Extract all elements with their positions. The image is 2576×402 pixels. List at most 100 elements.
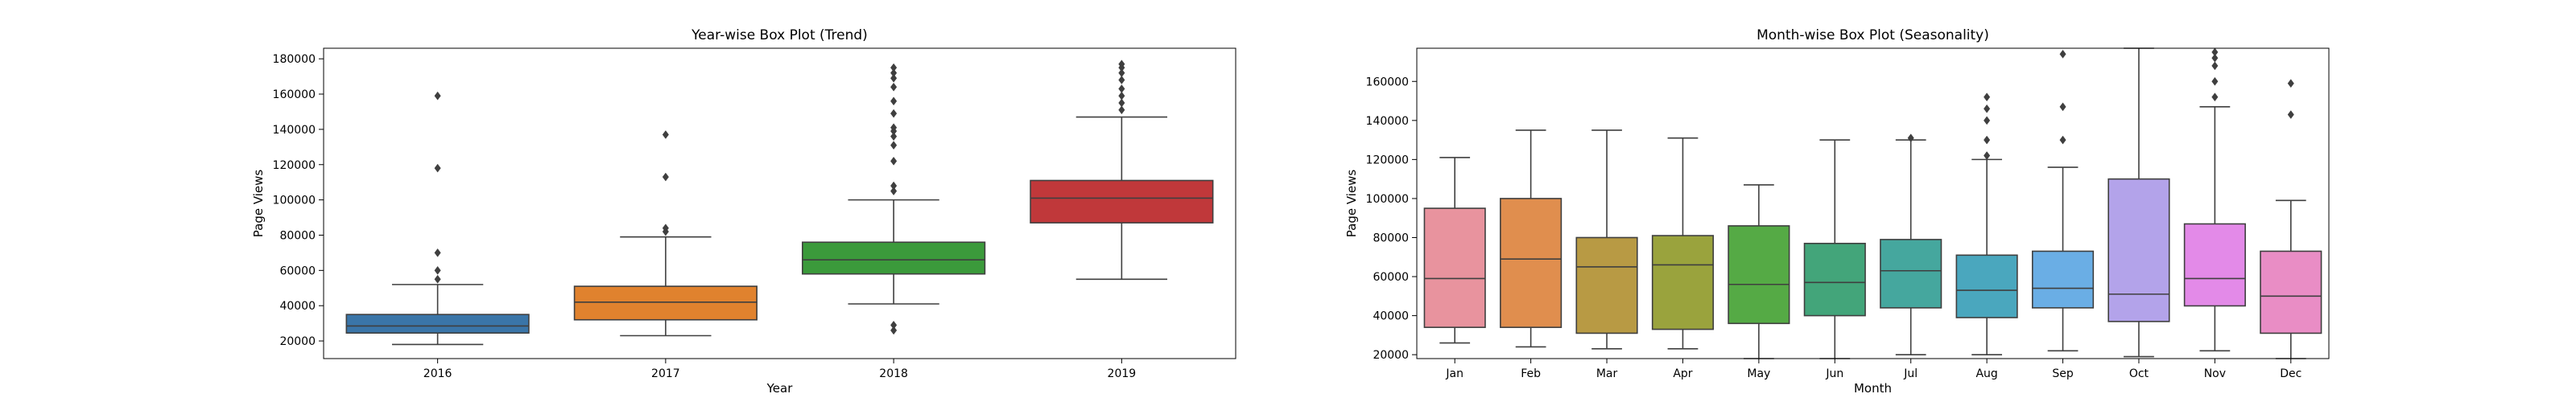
outlier-point bbox=[1118, 68, 1125, 78]
outlier-point bbox=[890, 181, 898, 191]
outlier-point bbox=[890, 132, 898, 142]
year-xtick-label: 2018 bbox=[879, 367, 908, 380]
outlier-point bbox=[1984, 92, 1991, 102]
outlier-point bbox=[1118, 84, 1125, 93]
outlier-point bbox=[434, 248, 441, 257]
outlier-point bbox=[1907, 133, 1914, 143]
year-xtick-label: 2016 bbox=[423, 367, 452, 380]
box-iqr bbox=[2183, 223, 2246, 307]
month-box-Dec bbox=[2260, 79, 2322, 359]
month-box-Mar bbox=[1575, 129, 1638, 350]
year-box-2017 bbox=[573, 130, 758, 337]
box-iqr bbox=[1728, 225, 1790, 325]
month-xtick-label: Sep bbox=[2052, 367, 2074, 380]
month-chart-ylabel: Page Views bbox=[1344, 170, 1359, 238]
month-box-Nov bbox=[2183, 47, 2246, 352]
month-box-Aug bbox=[1955, 92, 2018, 355]
month-chart-title: Month-wise Box Plot (Seasonality) bbox=[1757, 27, 1989, 43]
outlier-point bbox=[434, 163, 441, 173]
month-xtick-label: Oct bbox=[2129, 367, 2149, 380]
box-iqr bbox=[1500, 198, 1563, 328]
outlier-point bbox=[2211, 92, 2219, 102]
year-box-2016 bbox=[345, 91, 530, 346]
outlier-point bbox=[2211, 61, 2219, 71]
outlier-point bbox=[2059, 135, 2066, 145]
outlier-point bbox=[434, 91, 441, 100]
year-ytick-label: 160000 bbox=[273, 88, 316, 101]
year-ytick-label: 20000 bbox=[279, 335, 316, 348]
outlier-point bbox=[890, 63, 898, 72]
month-xtick-label: Jun bbox=[1825, 367, 1843, 380]
month-plot-frame bbox=[1416, 47, 2330, 359]
outlier-point bbox=[890, 326, 898, 335]
month-box-Jul bbox=[1880, 133, 1942, 355]
month-xtick-label: Nov bbox=[2204, 367, 2226, 380]
month-xtick-label: Apr bbox=[1673, 367, 1692, 380]
year-ytick-label: 40000 bbox=[279, 300, 316, 313]
outlier-point bbox=[1118, 105, 1125, 115]
year-ytick-label: 140000 bbox=[273, 124, 316, 137]
year-ytick-label: 60000 bbox=[279, 265, 316, 277]
outlier-point bbox=[1984, 151, 1991, 160]
outlier-point bbox=[1118, 59, 1125, 69]
box-iqr bbox=[802, 241, 986, 275]
year-ytick-label: 180000 bbox=[273, 53, 316, 66]
year-ytick-label: 120000 bbox=[273, 159, 316, 172]
outlier-point bbox=[662, 172, 669, 182]
outlier-point bbox=[890, 109, 898, 118]
outlier-point bbox=[662, 224, 669, 233]
outlier-point bbox=[1984, 135, 1991, 145]
box-iqr bbox=[1030, 179, 1214, 224]
month-box-Jan bbox=[1423, 157, 1486, 344]
month-xtick-label: May bbox=[1747, 367, 1770, 380]
outlier-point bbox=[2059, 49, 2066, 59]
outlier-point bbox=[890, 68, 898, 78]
year-xtick-label: 2019 bbox=[1108, 367, 1137, 380]
year-box-2019 bbox=[1030, 59, 1214, 281]
month-box-Oct bbox=[2107, 47, 2170, 358]
outlier-point bbox=[890, 187, 898, 196]
box-iqr bbox=[1803, 242, 1866, 317]
outlier-point bbox=[2059, 102, 2066, 112]
year-xtick-label: 2017 bbox=[651, 367, 680, 380]
month-ytick-label: 100000 bbox=[1366, 193, 1409, 206]
outlier-point bbox=[434, 274, 441, 284]
box-iqr bbox=[2107, 178, 2170, 322]
outlier-point bbox=[890, 320, 898, 330]
box-iqr bbox=[345, 314, 530, 334]
month-ytick-label: 40000 bbox=[1373, 310, 1409, 323]
month-box-Feb bbox=[1500, 129, 1563, 348]
outlier-point bbox=[1118, 76, 1125, 84]
outlier-point bbox=[1118, 91, 1125, 100]
box-iqr bbox=[1651, 235, 1715, 330]
month-ytick-label: 160000 bbox=[1366, 76, 1409, 88]
month-ytick-label: 80000 bbox=[1373, 232, 1409, 244]
year-chart-ylabel: Page Views bbox=[251, 170, 266, 238]
outlier-point bbox=[2211, 76, 2219, 86]
box-iqr bbox=[1880, 239, 1942, 309]
outlier-point bbox=[1984, 104, 1991, 113]
month-ytick-label: 20000 bbox=[1373, 349, 1409, 362]
year-ytick-label: 100000 bbox=[273, 195, 316, 207]
month-xtick-label: Jul bbox=[1903, 367, 1918, 380]
month-ytick-label: 60000 bbox=[1373, 271, 1409, 284]
outlier-point bbox=[2211, 47, 2219, 57]
outlier-point bbox=[890, 82, 898, 92]
outlier-point bbox=[662, 130, 669, 139]
outlier-point bbox=[890, 123, 898, 133]
month-ytick-label: 120000 bbox=[1366, 154, 1409, 166]
box-iqr bbox=[1955, 254, 2018, 318]
month-xtick-label: Dec bbox=[2280, 367, 2301, 380]
year-chart: Year-wise Box Plot (Trend) Year Page Vie… bbox=[251, 27, 1236, 396]
year-chart-xlabel: Year bbox=[766, 381, 794, 396]
month-box-May bbox=[1728, 184, 1790, 359]
year-chart-title: Year-wise Box Plot (Trend) bbox=[691, 27, 868, 43]
outlier-point bbox=[434, 265, 441, 275]
month-box-Sep bbox=[2031, 49, 2095, 352]
outlier-point bbox=[2287, 110, 2294, 119]
box-iqr bbox=[1575, 236, 1638, 334]
outlier-point bbox=[2211, 53, 2219, 63]
outlier-point bbox=[890, 141, 898, 150]
box-iqr bbox=[2031, 250, 2095, 309]
